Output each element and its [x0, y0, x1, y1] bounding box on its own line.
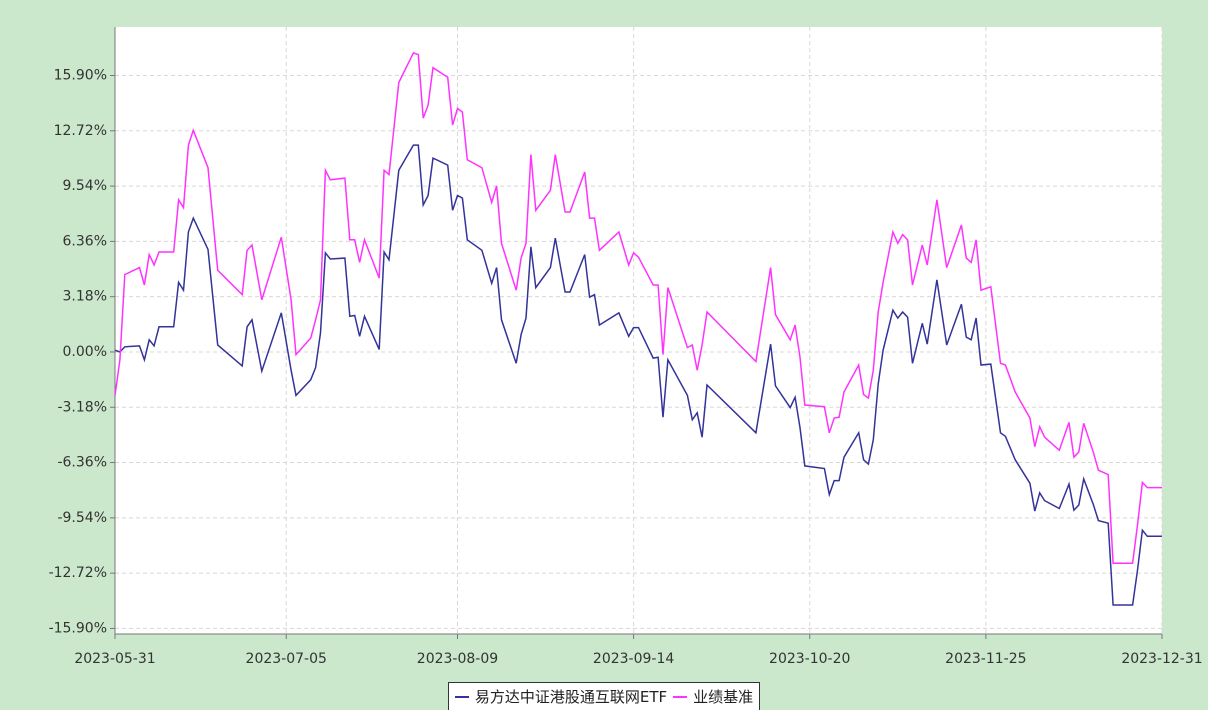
y-tick-label: 3.18% [63, 289, 107, 305]
y-tick-label: 9.54% [63, 178, 107, 194]
y-tick-label: -6.36% [57, 455, 107, 471]
x-tick-label: 2023-08-09 [417, 651, 498, 667]
series-line [114, 144, 1162, 606]
series-line [114, 51, 1162, 564]
y-tick-label: 12.72% [54, 123, 107, 139]
x-tick-label: 2023-05-31 [74, 651, 155, 667]
y-tick-label: 0.00% [63, 344, 107, 360]
y-tick-label: -3.18% [57, 399, 107, 415]
x-tick-label: 2023-09-14 [593, 651, 674, 667]
y-tick-label: -9.54% [57, 510, 107, 526]
x-tick-label: 2023-11-25 [945, 651, 1026, 667]
y-tick-label: -15.90% [49, 620, 107, 636]
legend-label: 易方达中证港股通互联网ETF [474, 688, 668, 706]
y-tick-label: 6.36% [63, 233, 107, 249]
legend-swatch [454, 695, 469, 698]
legend-swatch [673, 695, 688, 698]
y-tick-label: 15.90% [54, 68, 107, 84]
legend-label: 业绩基准 [693, 688, 754, 706]
legend: 易方达中证港股通互联网ETF 业绩基准 [0, 682, 1208, 710]
chart: -15.90% -12.72% -9.54% -6.36% -3.18% 0.00% 3.1… [49, 27, 1203, 667]
x-tick-label: 2023-12-31 [1121, 651, 1202, 667]
legend-box: 易方达中证港股通互联网ETF 业绩基准 [447, 682, 761, 710]
y-tick-label: -12.72% [49, 565, 107, 581]
plot-area [115, 27, 1162, 634]
x-tick-label: 2023-10-20 [769, 651, 850, 667]
x-tick-label: 2023-07-05 [246, 651, 327, 667]
